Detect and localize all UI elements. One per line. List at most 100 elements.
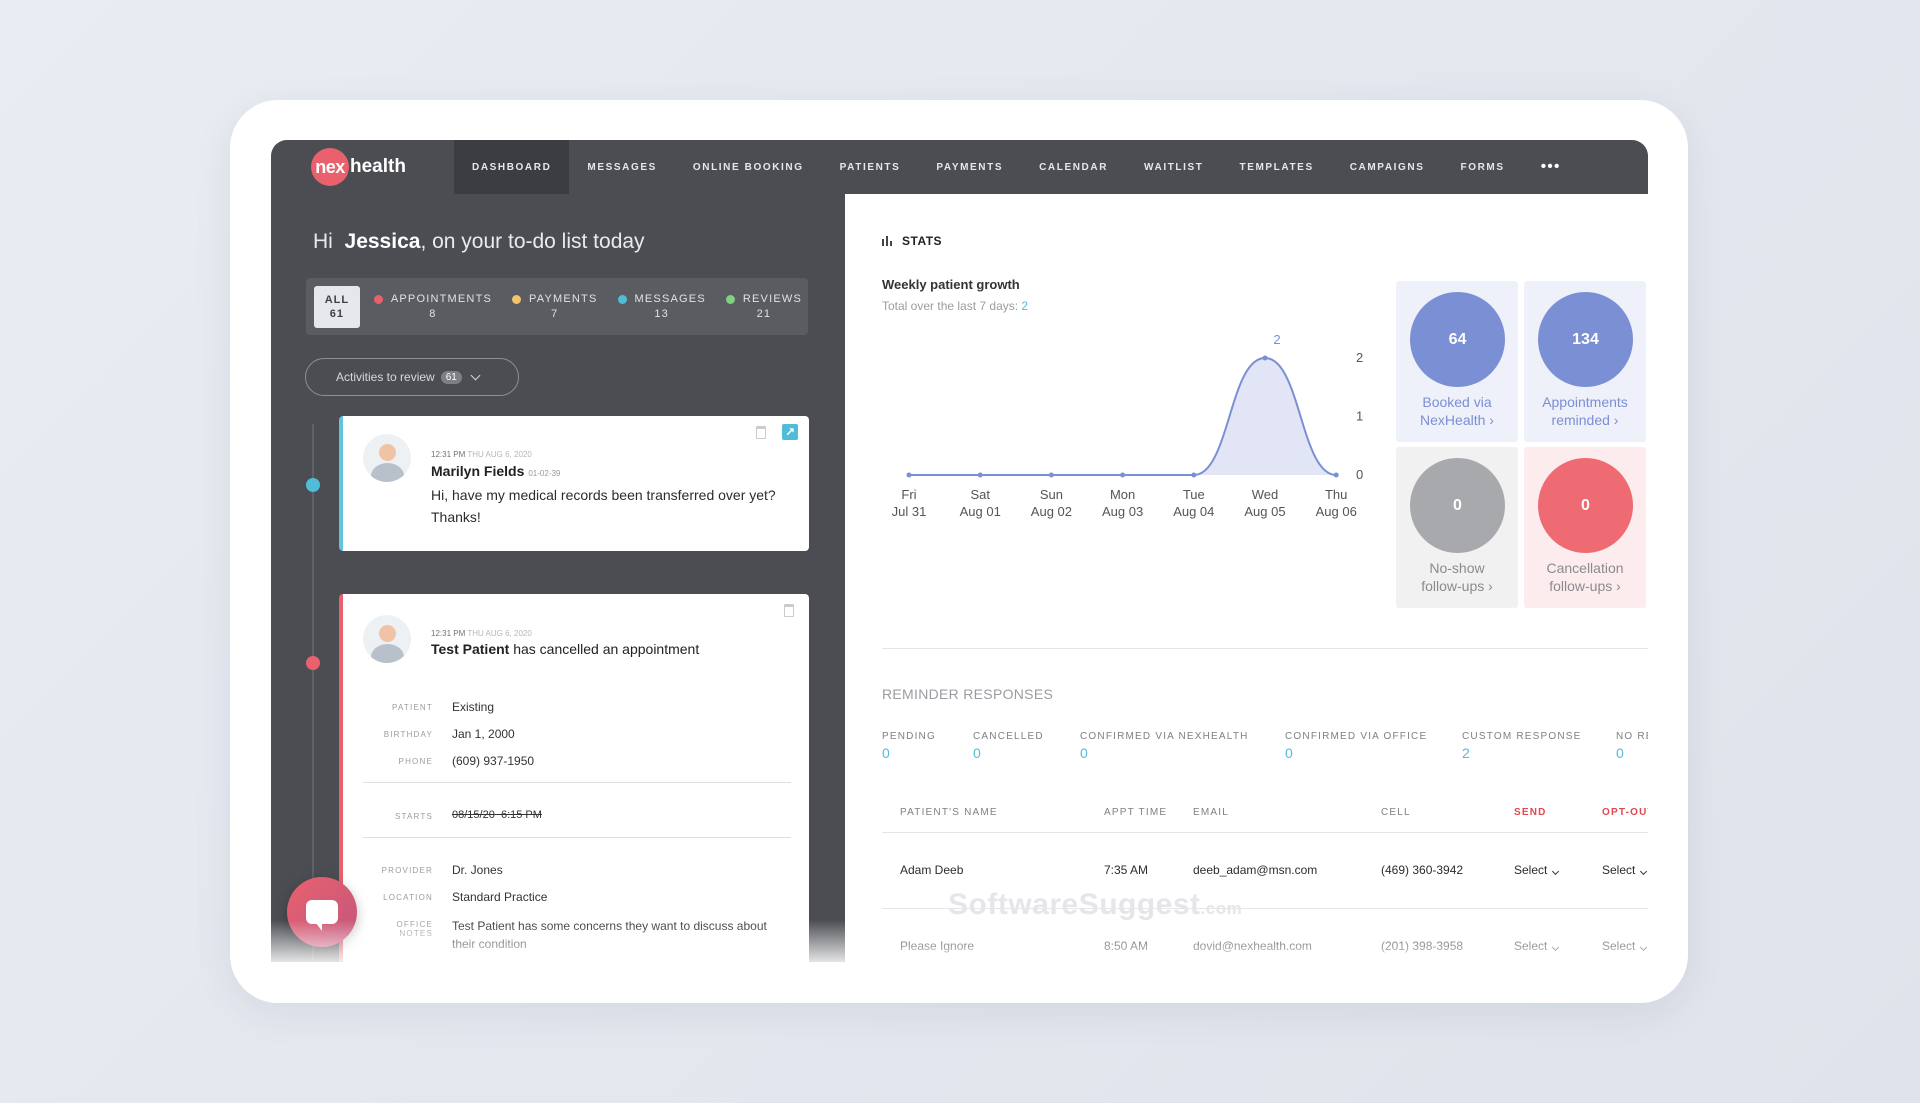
timeline-line [312, 424, 314, 962]
summary-confirmed-nexhealth[interactable]: CONFIRMED VIA NEXHEALTH 0 [1080, 731, 1249, 761]
chevron-down-icon [1640, 867, 1648, 876]
nav-campaigns[interactable]: CAMPAIGNS [1349, 161, 1425, 173]
avatar [363, 434, 411, 482]
nav-online-booking[interactable]: ONLINE BOOKING [692, 161, 804, 173]
nav-calendar[interactable]: CALENDAR [1039, 161, 1109, 173]
nav-waitlist[interactable]: WAITLIST [1144, 161, 1204, 173]
table-header-line [882, 832, 1648, 833]
chart-title: Weekly patient growth [882, 277, 1020, 292]
timeline-dot-appointment [306, 656, 320, 670]
chat-bubble-icon [306, 900, 338, 931]
nav-templates[interactable]: TEMPLATES [1239, 161, 1314, 173]
tile-cancellation-followups[interactable]: 0 Cancellation follow-ups › [1524, 447, 1646, 608]
col-appt-time[interactable]: APPT TIME [1104, 807, 1168, 818]
appointment-card[interactable]: 12:31 PM THU AUG 6, 2020 Test Patient ha… [339, 594, 809, 962]
greeting: Hi Jessica, on your to-do list today [313, 230, 645, 254]
x-tick-label: Fri [901, 487, 916, 502]
patient-name[interactable]: Marilyn Fields 01-02-39 [431, 463, 561, 479]
x-tick-label: Sun [1040, 487, 1063, 502]
tile-no-show-followups[interactable]: 0 No-show follow-ups › [1396, 447, 1518, 608]
cell-time: 7:35 AM [1104, 863, 1149, 877]
summary-custom-response[interactable]: CUSTOM RESPONSE 2 [1462, 731, 1582, 761]
cell-name: Adam Deeb [900, 863, 964, 877]
send-select[interactable]: Select [1514, 939, 1560, 953]
summary-confirmed-office[interactable]: CONFIRMED VIA OFFICE 0 [1285, 731, 1428, 761]
top-nav: nex health DASHBOARD MESSAGES ONLINE BOO… [271, 140, 1648, 194]
chat-launcher-button[interactable] [287, 877, 357, 947]
reviews-dot-icon [725, 294, 735, 304]
filter-label: MESSAGES [634, 292, 706, 305]
chevron-down-icon [1552, 943, 1560, 952]
col-send[interactable]: SEND [1514, 807, 1547, 818]
opt-out-select[interactable]: Select [1602, 939, 1648, 953]
tile-label[interactable]: Cancellation follow-ups › [1546, 560, 1624, 594]
detail-birthday: BIRTHDAY Jan 1, 2000 [383, 727, 515, 741]
summary-cancelled[interactable]: CANCELLED 0 [973, 731, 1044, 761]
y-tick-label: 1 [1356, 409, 1363, 424]
open-external-icon[interactable]: ↗ [782, 424, 798, 440]
filter-messages[interactable]: MESSAGES 13 [612, 292, 712, 322]
filter-all[interactable]: ALL 61 [314, 285, 360, 328]
filter-reviews[interactable]: REVIEWS 21 [720, 292, 808, 322]
summary-no-response[interactable]: NO RE0 [1616, 731, 1648, 761]
avatar [363, 615, 411, 663]
data-point [1120, 472, 1126, 478]
trash-icon[interactable] [784, 604, 794, 617]
chevron-down-icon [1640, 943, 1648, 952]
tile-label[interactable]: No-show follow-ups › [1421, 560, 1493, 594]
summary-pending[interactable]: PENDING 0 [882, 731, 936, 761]
appointment-headline: Test Patient has cancelled an appointmen… [431, 641, 700, 657]
logo[interactable]: nex health [271, 140, 454, 194]
col-opt-out[interactable]: OPT-OUT [1602, 807, 1648, 818]
detail-provider: PROVIDER Dr. Jones [381, 863, 503, 877]
cell-name: Please Ignore [900, 939, 975, 953]
tile-value: 134 [1538, 292, 1633, 387]
cell-phone: (469) 360-3942 [1381, 863, 1464, 877]
message-text: Hi, have my medical records been transfe… [431, 487, 776, 525]
x-tick-label: Wed [1252, 487, 1279, 502]
payments-dot-icon [512, 294, 522, 304]
trash-icon[interactable] [756, 426, 766, 439]
filter-payments[interactable]: PAYMENTS 7 [506, 292, 603, 322]
filter-all-label: ALL [324, 293, 350, 306]
cell-email: deeb_adam@msn.com [1193, 863, 1318, 877]
tile-label[interactable]: Booked via NexHealth › [1420, 394, 1494, 428]
x-tick-label: Aug 05 [1244, 504, 1285, 519]
chevron-down-icon [1552, 867, 1560, 876]
cell-time: 8:50 AM [1104, 939, 1149, 953]
messages-dot-icon [617, 294, 627, 304]
more-menu-icon[interactable]: ••• [1540, 158, 1561, 175]
detail-location: LOCATION Standard Practice [383, 890, 548, 904]
filter-appointments[interactable]: APPOINTMENTS 8 [368, 292, 498, 322]
greeting-prefix: Hi [313, 230, 333, 253]
series-line [908, 356, 1337, 476]
nav-payments[interactable]: PAYMENTS [936, 161, 1004, 173]
chart-subtitle: Total over the last 7 days: 2 [882, 299, 1029, 313]
nav-patients[interactable]: PATIENTS [839, 161, 901, 173]
activities-to-review-dropdown[interactable]: Activities to review 61 [305, 358, 519, 396]
nav-dashboard[interactable]: DASHBOARD [454, 140, 570, 194]
data-label: 2 [1273, 332, 1280, 347]
opt-out-select[interactable]: Select [1602, 863, 1648, 877]
nav-forms[interactable]: FORMS [1460, 161, 1505, 173]
filter-count: 13 [654, 307, 669, 320]
series-area [909, 358, 1337, 475]
cell-phone: (201) 398-3958 [1381, 939, 1464, 953]
review-label: Activities to review [336, 370, 435, 384]
watermark: SoftwareSuggest.com [948, 888, 1243, 921]
x-tick-label: Aug 01 [960, 504, 1001, 519]
col-cell[interactable]: CELL [1381, 807, 1411, 818]
send-select[interactable]: Select [1514, 863, 1560, 877]
nav-messages[interactable]: MESSAGES [587, 161, 657, 173]
filter-count: 8 [429, 307, 437, 320]
message-card[interactable]: ↗ 12:31 PM THU AUG 6, 2020 Marilyn Field… [339, 416, 809, 551]
detail-patient: PATIENT Existing [392, 700, 495, 714]
section-divider [882, 648, 1648, 649]
tile-label[interactable]: Appointments reminded › [1542, 394, 1628, 428]
col-patient-name[interactable]: PATIENT'S NAME [900, 807, 998, 818]
tile-appointments-reminded[interactable]: 134 Appointments reminded › [1524, 281, 1646, 442]
col-email[interactable]: EMAIL [1193, 807, 1230, 818]
detail-office-notes: OFFICE NOTES Test Patient has some concer… [396, 919, 767, 951]
tile-booked-via-nexhealth[interactable]: 64 Booked via NexHealth › [1396, 281, 1518, 442]
data-point [1333, 472, 1339, 478]
